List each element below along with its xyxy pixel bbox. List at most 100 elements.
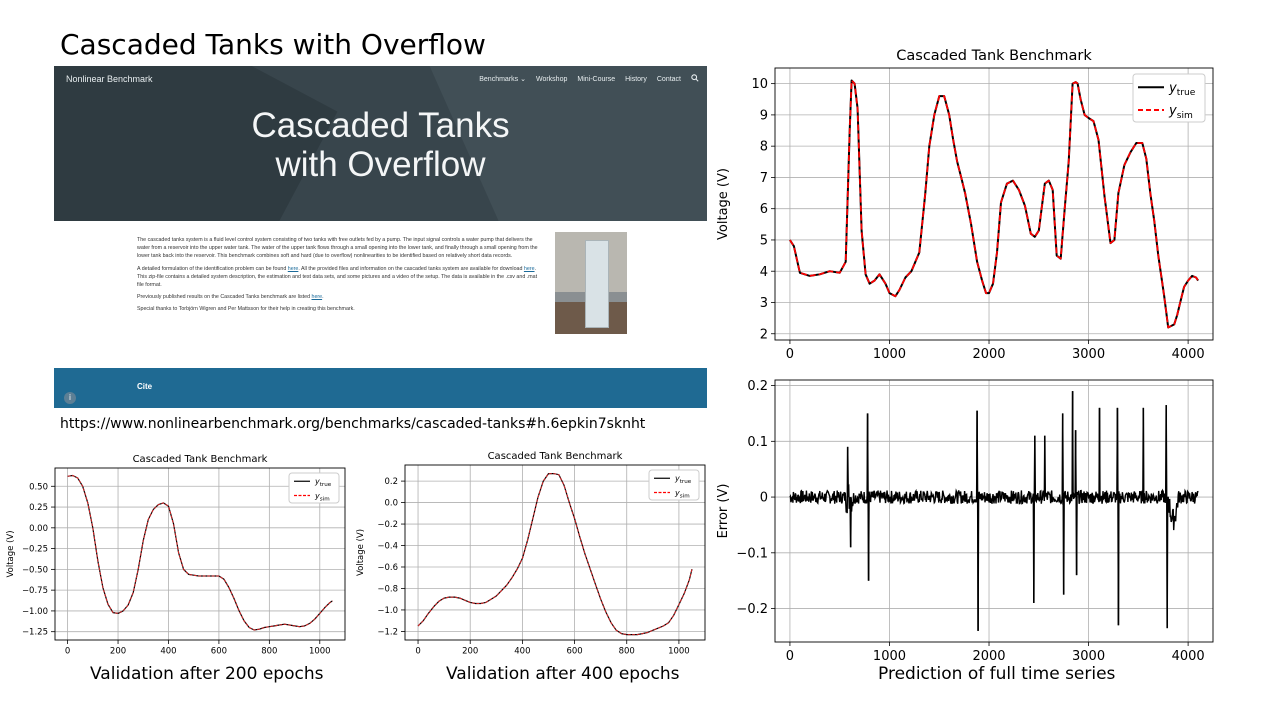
series-group [789, 79, 1199, 329]
series-group [67, 474, 333, 631]
paragraph: Special thanks to Torbjörn Wigren and Pe… [137, 306, 355, 313]
x-tick-label: 600 [566, 647, 582, 657]
paragraph: Previously published results on the Casc… [137, 294, 324, 301]
x-tick-label: 800 [619, 647, 635, 657]
y-tick-label: −0.25 [22, 545, 48, 555]
y-tick-label: 0.2 [747, 379, 768, 394]
setup-photo [555, 232, 627, 334]
legend-label-sim: ysim [674, 488, 690, 499]
source-url: https://www.nonlinearbenchmark.org/bench… [60, 416, 646, 432]
y-tick-label: −1.2 [377, 627, 398, 637]
nav-workshop[interactable]: Workshop [535, 75, 568, 83]
legend-box [288, 472, 340, 504]
y-tick-label: 7 [760, 171, 768, 186]
y-tick-label: 3 [760, 296, 768, 311]
y-tick-label: −0.50 [22, 565, 48, 575]
chart-error: 0 1000 2000 3000 4000 −0.2 −0.1 0 0.1 0.2 Error (V… [716, 379, 1214, 664]
y-tick-label: 9 [760, 108, 768, 123]
chart-validation-400: 0 200 400 600 800 1000 0.2 0.0 −0.2 −0.4 −0.6 −0.8 −… [356, 451, 706, 657]
x-tick-label: 1000 [873, 649, 906, 664]
plot-frame [54, 467, 346, 641]
series-error [789, 391, 1199, 631]
y-axis-label: Voltage (V) [716, 168, 731, 240]
y-tick-label: 0.25 [29, 503, 48, 513]
x-tick-label: 2000 [972, 649, 1005, 664]
caption-400-epochs: Validation after 400 epochs [446, 664, 680, 684]
series-line-y-sim [417, 473, 693, 636]
x-tick-label: 2000 [972, 347, 1005, 360]
x-tick-label: 600 [211, 647, 227, 657]
x-tick-label: 400 [160, 647, 176, 657]
x-tick-label: 4000 [1172, 347, 1205, 360]
chart-title: Cascaded Tank Benchmark [896, 48, 1092, 64]
info-icon[interactable]: i [64, 392, 76, 404]
legend-label-true: ytrue [314, 477, 332, 488]
chart-validation-200: 0 200 400 600 800 1000 0.50 0.25 0.00 −0.25 −0.50 −… [6, 454, 346, 657]
legend: ytrue ysim [648, 469, 700, 501]
y-axis-label: Error (V) [716, 484, 731, 539]
x-tick-label: 400 [514, 647, 530, 657]
y-tick-label: −1.00 [22, 607, 48, 617]
y-tick-label: −0.75 [22, 586, 48, 596]
chart-full-series: 0 1000 2000 3000 4000 2 3 4 5 6 7 8 9 10 Cascaded Tank… [716, 48, 1214, 360]
x-tick-label: 0 [786, 649, 794, 664]
y-axis-label: Voltage (V) [356, 529, 366, 576]
plot-frame [404, 464, 706, 641]
series-group [417, 473, 693, 636]
y-tick-label: −0.1 [736, 546, 768, 561]
nav-contact[interactable]: Contact [656, 75, 681, 83]
y-tick-label: 4 [760, 265, 768, 280]
y-tick-label: −0.8 [377, 584, 398, 594]
x-tick-label: 200 [110, 647, 126, 657]
link-results[interactable]: here [311, 294, 323, 301]
legend: ytrue ysim [288, 472, 340, 504]
x-tick-label: 3000 [1072, 649, 1105, 664]
cite-label[interactable]: Cite [137, 382, 153, 391]
site-brand[interactable]: Nonlinear Benchmark [66, 74, 153, 84]
chart-title: Cascaded Tank Benchmark [488, 451, 623, 462]
paragraph: A detailed formulation of the identifica… [137, 265, 538, 289]
caption-full-prediction: Prediction of full time series [878, 664, 1116, 684]
y-tick-label: −0.4 [377, 541, 398, 551]
series-line-y-sim [789, 79, 1199, 329]
y-axis-label: Voltage (V) [6, 530, 16, 577]
hero-banner: Nonlinear Benchmark Benchmarks ⌄ Worksho… [54, 66, 707, 221]
x-tick-label: 1000 [668, 647, 690, 657]
x-tick-label: 0 [415, 647, 420, 657]
link-download[interactable]: here [523, 265, 535, 272]
nav-history[interactable]: History [625, 75, 647, 83]
y-tick-label: −1.0 [377, 606, 398, 616]
y-tick-label: −1.25 [22, 628, 48, 638]
x-tick-label: 0 [65, 647, 70, 657]
paragraph: The cascaded tanks system is a fluid lev… [137, 237, 538, 260]
y-tick-label: −0.6 [377, 563, 398, 573]
x-tick-label: 800 [261, 647, 277, 657]
y-tick-label: 6 [760, 202, 768, 217]
site-nav: Benchmarks ⌄ Workshop Mini-Course Histor… [479, 74, 699, 84]
search-icon[interactable] [691, 74, 699, 84]
x-tick-label: 1000 [873, 347, 906, 360]
y-tick-label: 2 [760, 327, 768, 342]
slide-title: Cascaded Tanks with Overflow [60, 28, 486, 61]
cite-bar: Cite i [54, 368, 707, 408]
hero-title: Cascaded Tanks with Overflow [251, 106, 510, 184]
series-line-error [789, 391, 1199, 631]
website-screenshot: Nonlinear Benchmark Benchmarks ⌄ Worksho… [54, 66, 707, 408]
legend-box [648, 469, 700, 501]
link-formulation[interactable]: here [287, 265, 299, 272]
nav-benchmarks[interactable]: Benchmarks ⌄ [479, 76, 526, 83]
nav-mini-course[interactable]: Mini-Course [577, 75, 616, 83]
y-tick-label: 10 [751, 77, 768, 92]
plot-frame [774, 379, 1214, 643]
chart-title: Cascaded Tank Benchmark [133, 454, 268, 465]
plot-frame [774, 67, 1214, 341]
x-tick-label: 3000 [1072, 347, 1105, 360]
legend-label-true: ytrue [674, 474, 692, 485]
site-content: The cascaded tanks system is a fluid lev… [137, 236, 542, 318]
caption-200-epochs: Validation after 200 epochs [90, 664, 324, 684]
legend-label-sim: ysim [314, 491, 330, 502]
series-line-y-sim [67, 474, 333, 631]
y-tick-label: 8 [760, 140, 768, 155]
y-tick-label: −0.2 [736, 602, 768, 617]
